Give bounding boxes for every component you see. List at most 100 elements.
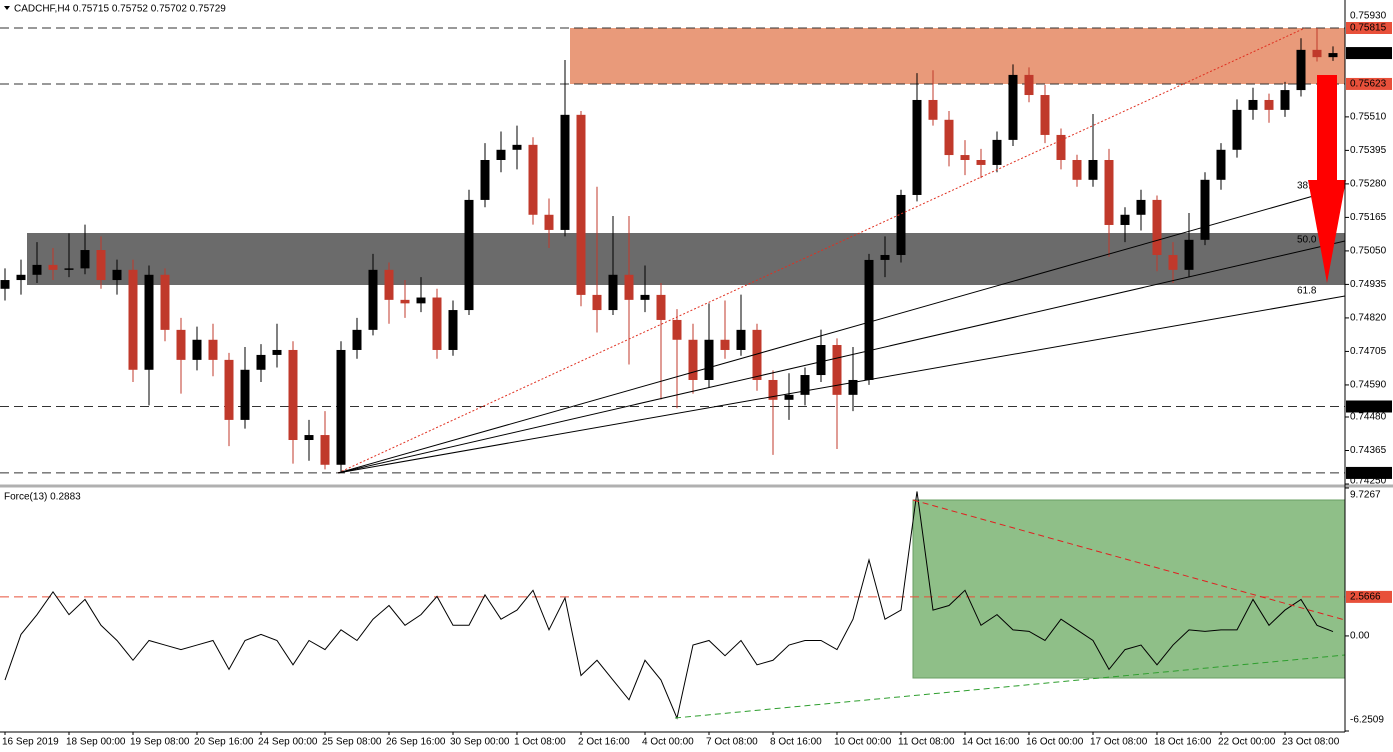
y-tick-label: 0.74365 bbox=[1350, 445, 1387, 456]
candle-body bbox=[736, 329, 746, 350]
level-label: 0.75729 bbox=[1350, 48, 1387, 59]
candle-body bbox=[272, 349, 282, 355]
candle-body bbox=[688, 339, 698, 380]
x-tick-label: 22 Oct 00:00 bbox=[1218, 737, 1276, 748]
candle-body bbox=[832, 345, 842, 395]
candle-body bbox=[1328, 53, 1338, 58]
candle-body bbox=[1248, 99, 1258, 110]
candle-body bbox=[288, 349, 298, 441]
x-tick-label: 24 Sep 00:00 bbox=[258, 737, 318, 748]
indicator-title: Force(13) 0.2883 bbox=[4, 492, 81, 503]
candle-body bbox=[352, 329, 362, 350]
fib-label: 61.8 bbox=[1297, 286, 1317, 297]
candle-body bbox=[976, 159, 986, 165]
candle-body bbox=[1264, 99, 1274, 110]
candle-body bbox=[256, 354, 266, 370]
candle-body bbox=[16, 274, 26, 281]
candle-body bbox=[704, 339, 714, 380]
candle-body bbox=[336, 349, 346, 465]
candle-body bbox=[64, 268, 74, 270]
candle-body bbox=[32, 264, 42, 275]
x-tick-label: 10 Oct 00:00 bbox=[834, 737, 892, 748]
candle-body bbox=[592, 294, 602, 311]
candle-body bbox=[208, 339, 218, 360]
candle-body bbox=[176, 329, 186, 360]
candle-body bbox=[1024, 74, 1034, 96]
candle-body bbox=[304, 435, 314, 441]
x-tick-label: 16 Sep 2019 bbox=[2, 737, 59, 748]
candle-body bbox=[384, 269, 394, 300]
y-tick-label: 0.75050 bbox=[1350, 246, 1387, 257]
candle-body bbox=[864, 259, 874, 380]
candle-body bbox=[432, 297, 442, 350]
force-line bbox=[4, 491, 1334, 720]
candle-body bbox=[1056, 134, 1066, 160]
x-tick-label: 30 Sep 00:00 bbox=[450, 737, 510, 748]
candle-body bbox=[480, 159, 490, 200]
candle-body bbox=[1008, 74, 1018, 140]
candle-body bbox=[1216, 149, 1226, 180]
level-box bbox=[1346, 22, 1392, 35]
candle-body bbox=[1120, 214, 1130, 225]
candle-body bbox=[1184, 239, 1194, 270]
x-tick-label: 25 Sep 08:00 bbox=[322, 737, 382, 748]
candle-body bbox=[880, 254, 890, 260]
candle-body bbox=[576, 114, 586, 295]
candle-body bbox=[448, 310, 458, 350]
candle-body bbox=[544, 214, 554, 230]
fib-label: 38.2 bbox=[1297, 181, 1317, 192]
candle-body bbox=[768, 379, 778, 400]
fib-label: 50.0 bbox=[1297, 235, 1317, 246]
down-arrow bbox=[1308, 75, 1346, 283]
candle-body bbox=[672, 319, 682, 340]
candle-body bbox=[560, 114, 570, 230]
candle-body bbox=[720, 339, 730, 350]
candle-body bbox=[48, 264, 58, 270]
x-tick-label: 14 Oct 16:00 bbox=[962, 737, 1020, 748]
level-label: 2.5666 bbox=[1350, 592, 1381, 603]
x-tick-label: 8 Oct 16:00 bbox=[770, 737, 822, 748]
x-tick-label: 17 Oct 08:00 bbox=[1090, 737, 1148, 748]
fan-line bbox=[337, 186, 1346, 474]
candle-body bbox=[368, 269, 378, 330]
y-tick-label: 0.00 bbox=[1350, 631, 1370, 642]
candle-body bbox=[816, 345, 826, 376]
candle-body bbox=[512, 144, 522, 150]
candle-body bbox=[224, 359, 234, 420]
force-zone bbox=[912, 499, 1346, 679]
candle-body bbox=[1200, 179, 1210, 240]
x-tick-label: 20 Sep 16:00 bbox=[194, 737, 254, 748]
x-tick-label: 11 Oct 08:00 bbox=[898, 737, 955, 748]
candle-body bbox=[1136, 199, 1146, 215]
level-label: 0.75623 bbox=[1350, 79, 1387, 90]
candle-body bbox=[1152, 199, 1162, 255]
fib-baseline bbox=[337, 27, 1306, 474]
candle-body bbox=[992, 139, 1002, 165]
candle-body bbox=[896, 194, 906, 255]
x-tick-label: 19 Sep 08:00 bbox=[130, 737, 190, 748]
level-label: 0.74288 bbox=[1350, 468, 1387, 479]
y-tick-label: 0.74820 bbox=[1350, 313, 1387, 324]
candle-body bbox=[928, 99, 938, 120]
candle-body bbox=[96, 250, 106, 281]
candle-body bbox=[800, 375, 810, 395]
support-zone bbox=[27, 233, 1345, 285]
level-label: 0.75815 bbox=[1350, 23, 1387, 34]
chart-title: CADCHF,H4 0.75715 0.75752 0.75702 0.7572… bbox=[14, 4, 226, 15]
x-tick-label: 23 Oct 08:00 bbox=[1282, 737, 1340, 748]
candle-body bbox=[1232, 109, 1242, 150]
candle-body bbox=[608, 274, 618, 311]
candle-body bbox=[1072, 159, 1082, 180]
candle-body bbox=[128, 269, 138, 370]
y-tick-label: -6.2509 bbox=[1350, 715, 1384, 726]
candle-body bbox=[112, 269, 122, 281]
y-tick-label: 0.74480 bbox=[1350, 412, 1387, 423]
candle-body bbox=[1312, 49, 1322, 58]
level-box bbox=[1346, 47, 1392, 60]
y-tick-label: 0.74935 bbox=[1350, 279, 1387, 290]
candle-body bbox=[912, 99, 922, 195]
y-tick-label: 0.75165 bbox=[1350, 212, 1387, 223]
